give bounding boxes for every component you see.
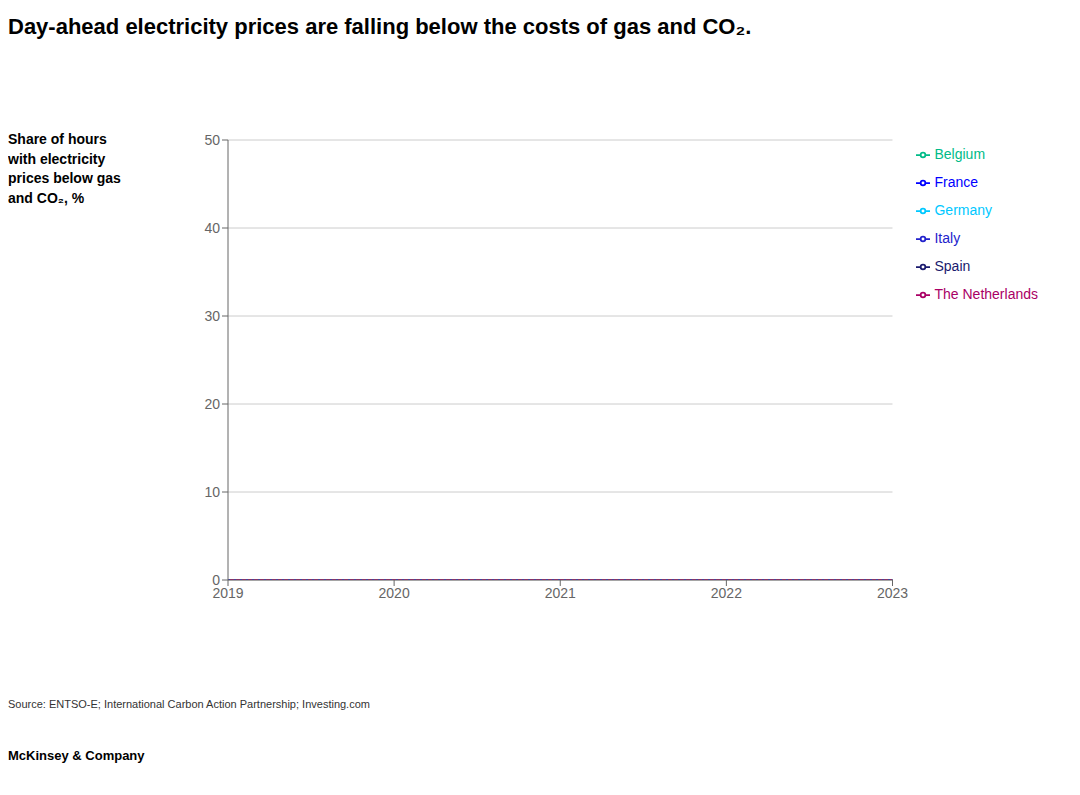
svg-text:2020: 2020 [379, 585, 410, 601]
svg-text:0: 0 [212, 572, 220, 588]
html-text:Share of hours with electricit: Share of hours with electricity prices b… [8, 131, 121, 206]
svg-text:30: 30 [204, 308, 220, 324]
svg-text:40: 40 [204, 220, 220, 236]
html-text:Belgium: Belgium [934, 146, 986, 162]
html-text:Spain: Spain [934, 258, 971, 274]
html-text:Germany: Germany [934, 202, 993, 218]
html-text:Source: ENTSO-E; International: Source: ENTSO-E; International Carbon Ac… [8, 698, 370, 710]
html-text:France: France [934, 174, 979, 190]
svg-text:2022: 2022 [711, 585, 742, 601]
svg-text:2021: 2021 [545, 585, 576, 601]
svg-text:2023: 2023 [877, 585, 908, 601]
html-text:McKinsey & Company: McKinsey & Company [8, 748, 145, 763]
svg-text:10: 10 [204, 484, 220, 500]
html-text:Italy: Italy [934, 230, 961, 246]
svg-text:20: 20 [204, 396, 220, 412]
html-text:The Netherlands: The Netherlands [934, 286, 1038, 302]
svg-text:2019: 2019 [212, 584, 244, 601]
html-text:Day-ahead electricity prices a: Day-ahead electricity prices are falling… [8, 14, 752, 39]
svg-text:50: 50 [204, 132, 220, 148]
